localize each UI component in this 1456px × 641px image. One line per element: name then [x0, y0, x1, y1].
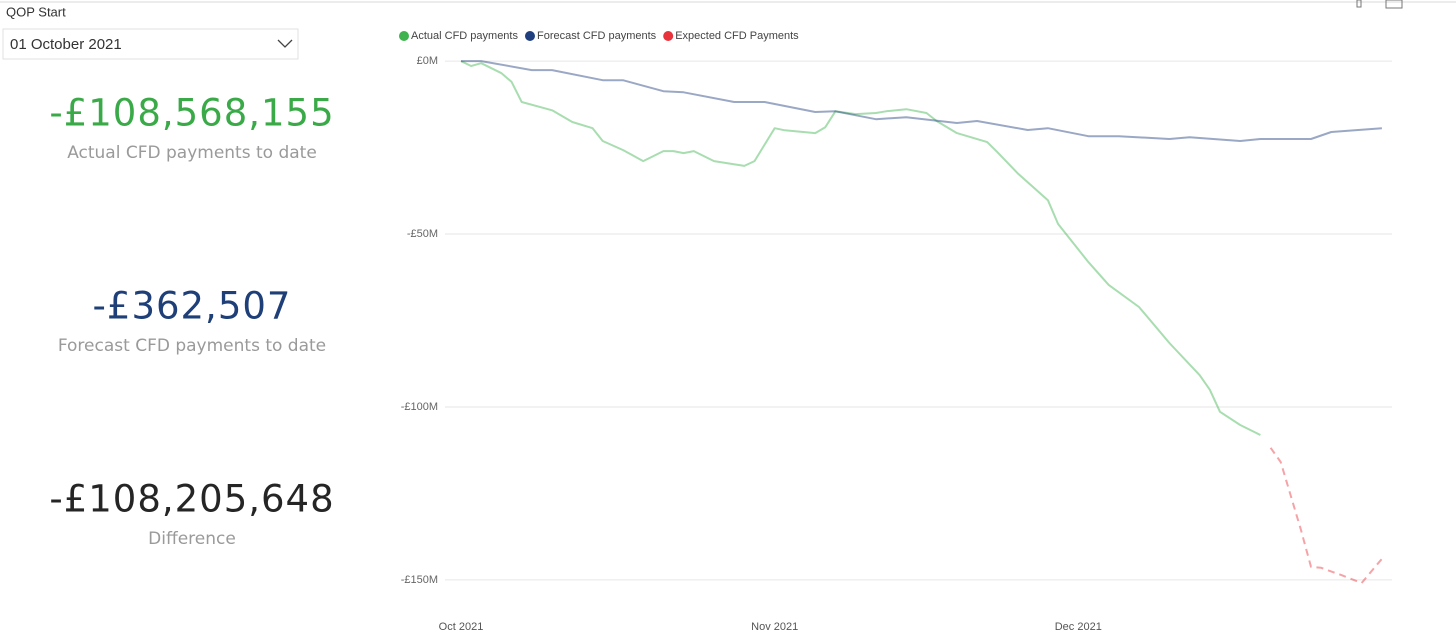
y-tick-label: -£50M	[407, 228, 438, 240]
filter-label: QOP Start	[6, 4, 66, 19]
dropdown-box[interactable]	[2, 28, 299, 60]
card-value: -£362,507	[93, 285, 292, 328]
focus-icon[interactable]	[1356, 0, 1362, 8]
legend-label: Forecast CFD payments	[537, 30, 657, 42]
y-tick-label: -£150M	[401, 574, 438, 586]
chevron[interactable]	[277, 39, 293, 48]
card-value: -£108,568,155	[49, 92, 334, 135]
legend-label: Actual CFD payments	[411, 30, 518, 42]
card-value: -£108,205,648	[49, 478, 334, 521]
card-label: Actual CFD payments to date	[67, 143, 317, 163]
y-tick-label: -£100M	[401, 401, 438, 413]
x-tick-label: Nov 2021	[751, 621, 798, 633]
card-label: Forecast CFD payments to date	[58, 336, 326, 356]
more-icon[interactable]	[1385, 0, 1403, 9]
y-tick-label: £0M	[417, 55, 438, 67]
series-line	[1269, 447, 1383, 584]
x-tick-label: Oct 2021	[439, 621, 484, 633]
series-line	[461, 60, 1382, 142]
legend-swatch	[399, 31, 409, 41]
dropdown-value[interactable]: 01 October 2021	[10, 36, 122, 53]
date-dropdown[interactable]: 01 October 2021	[2, 28, 299, 60]
legend-swatch	[663, 31, 674, 41]
x-tick-label: Dec 2021	[1055, 621, 1102, 633]
legend-label: Expected CFD Payments	[675, 30, 799, 42]
card-label: Difference	[148, 529, 236, 549]
legend-swatch	[524, 31, 535, 41]
series-line	[460, 60, 1261, 436]
